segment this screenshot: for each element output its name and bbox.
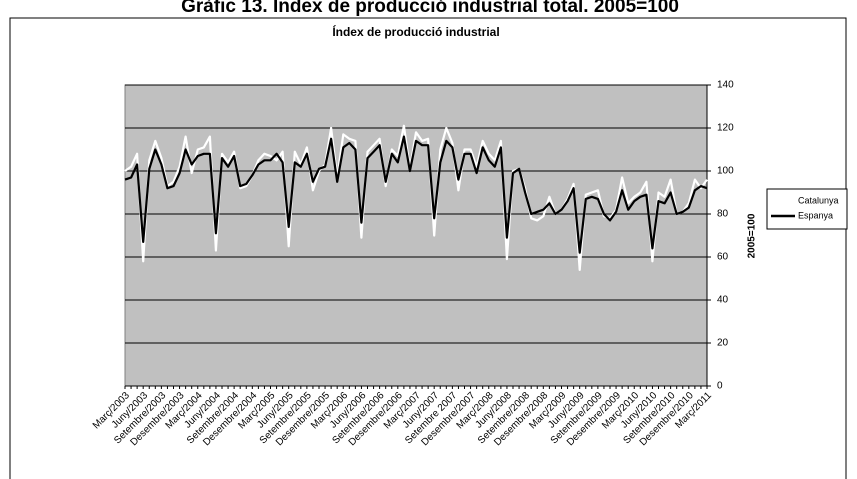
y-tick-label: 20 [717, 338, 729, 349]
y-tick-label: 140 [717, 80, 734, 91]
legend-label: Espanya [798, 210, 833, 220]
y-tick-label: 40 [717, 295, 729, 306]
series-line [124, 124, 708, 271]
page-title: Gràfic 13. Índex de producció industrial… [181, 0, 679, 17]
y-axis-label: 2005=100 [747, 213, 758, 258]
y-tick-label: 60 [717, 252, 729, 263]
chart-title: Índex de producció industrial [332, 24, 499, 39]
legend-label: Catalunya [798, 195, 839, 205]
series-line [124, 135, 708, 254]
legend-box [766, 188, 848, 230]
y-tick-label: 0 [717, 381, 723, 392]
y-tick-label: 100 [717, 166, 734, 177]
y-tick-label: 120 [717, 123, 734, 134]
plot-area [124, 84, 708, 387]
y-tick-label: 80 [717, 209, 729, 220]
